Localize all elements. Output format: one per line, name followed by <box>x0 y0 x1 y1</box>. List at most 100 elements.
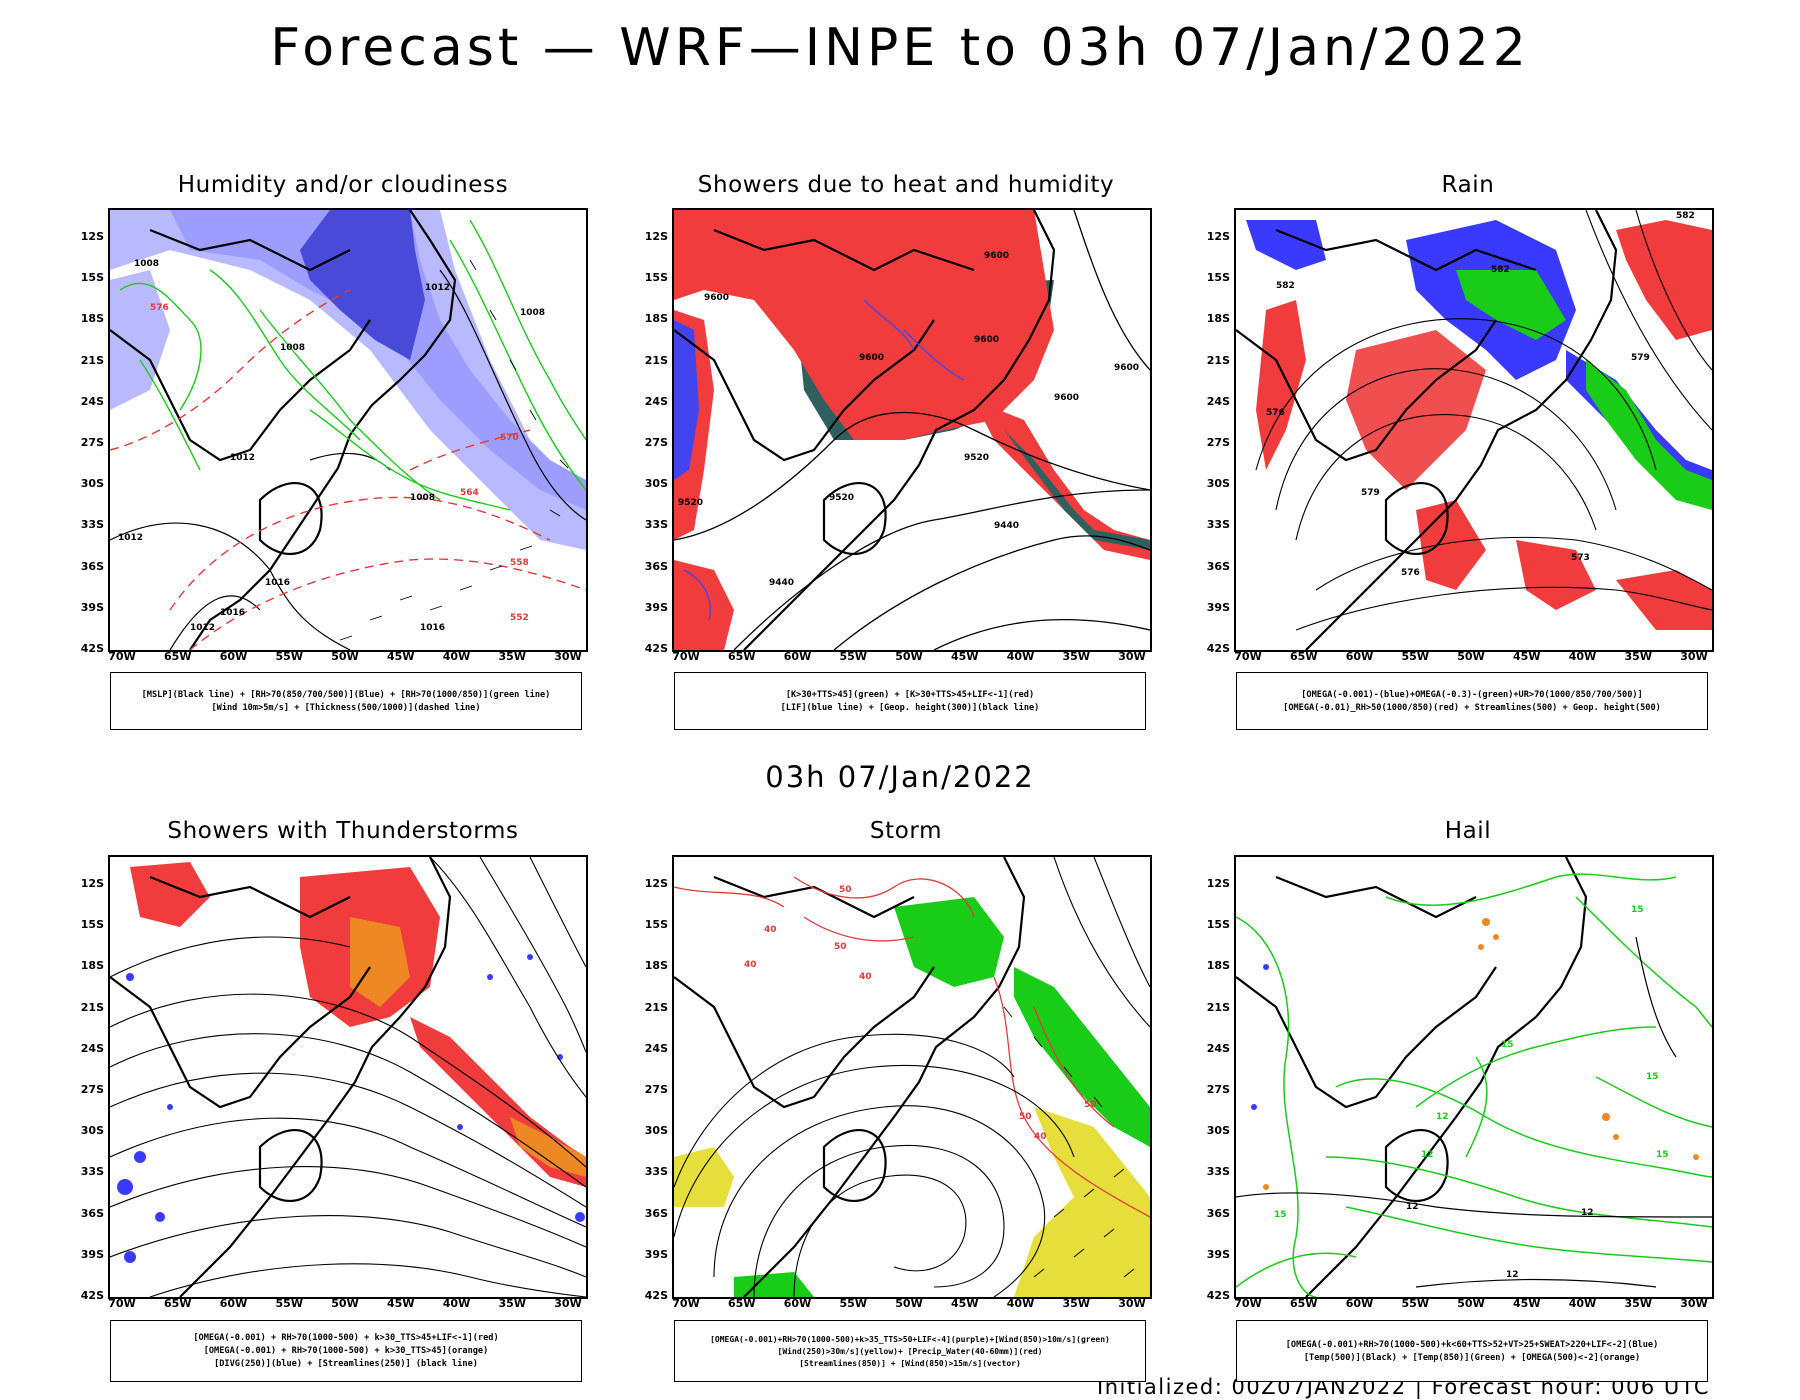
longitude-tick-label: 60W <box>783 1297 812 1310</box>
storm-map: 50 40 50 40 50 40 50 40 <box>672 855 1152 1299</box>
thunderstorms-map-graphics <box>110 857 586 1297</box>
panel-title-hail: Hail <box>1444 818 1492 844</box>
rain-legend: [OMEGA(-0.001)-(blue)+OMEGA(-0.3)-(green… <box>1236 672 1708 730</box>
longitude-tick-label: 35W <box>1062 650 1090 663</box>
geopotential-300-lines <box>674 210 1150 650</box>
svg-text:576: 576 <box>1401 568 1420 578</box>
longitude-tick-label: 35W <box>498 1297 526 1310</box>
longitude-tick-label: 30W <box>1680 650 1708 663</box>
isobar-label: 1012 <box>230 453 255 463</box>
latitude-tick-label: 15S <box>1206 271 1230 285</box>
forecast-time-subtitle: 03h 07/Jan/2022 <box>765 760 1035 794</box>
isobar-label: 1008 <box>520 308 545 318</box>
svg-text:12: 12 <box>1436 1112 1449 1122</box>
showers-heat-map: 9600 9600 9600 9600 9600 9600 9520 9520 … <box>672 208 1152 652</box>
latitude-tick-label: 36S <box>80 1206 104 1220</box>
latitude-tick-label: 18S <box>80 959 104 973</box>
latitude-tick-label: 39S <box>80 600 104 614</box>
longitude-tick-label: 30W <box>554 650 582 663</box>
wind850-green-area <box>1014 967 1150 1147</box>
legend-line: [OMEGA(-0.001)-(blue)+OMEGA(-0.3)-(green… <box>1301 689 1643 700</box>
longitude-tick-label: 40W <box>1006 650 1035 663</box>
legend-line: [MSLP](Black line) + [RH>70(850/700/500)… <box>141 689 551 700</box>
svg-text:9600: 9600 <box>984 251 1009 261</box>
latitude-tick-label: 42S <box>644 642 668 655</box>
latitude-tick-label: 21S <box>1206 353 1230 367</box>
legend-line: [K>30+TTS>45](green) + [K>30+TTS>45+LIF<… <box>785 689 1035 700</box>
rh-red-area <box>1616 570 1712 630</box>
latitude-tick-label: 42S <box>80 1289 104 1302</box>
latitude-tick-label: 33S <box>80 518 104 532</box>
streamlines-500 <box>1255 210 1712 631</box>
svg-text:582: 582 <box>1491 265 1510 275</box>
longitude-tick-label: 55W <box>839 650 867 663</box>
latitude-tick-label: 30S <box>644 1124 668 1138</box>
svg-text:9600: 9600 <box>859 353 884 363</box>
latitude-tick-label: 39S <box>1206 1247 1230 1261</box>
latitude-tick-label: 42S <box>644 1289 668 1302</box>
svg-text:12: 12 <box>1406 1202 1419 1212</box>
longitude-tick-label: 50W <box>895 1297 923 1310</box>
latitude-tick-label: 27S <box>644 436 668 449</box>
longitude-tick-label: 50W <box>1457 1297 1485 1310</box>
latitude-tick-label: 42S <box>80 642 104 655</box>
legend-line: [LIF](blue line) + [Geop. height(300)](b… <box>780 702 1040 713</box>
streamlines-250 <box>110 857 586 1297</box>
legend-line: [DIVG(250)](blue) + [Streamlines(250)] (… <box>214 1359 478 1369</box>
thunderstorms-legend: [OMEGA(-0.001) + RH>70(1000-500) + k>30_… <box>110 1320 582 1382</box>
svg-text:40: 40 <box>1034 1132 1047 1142</box>
teal-area-east <box>1004 430 1150 550</box>
latitude-tick-label: 21S <box>644 353 668 367</box>
latitude-tick-label: 12S <box>1206 877 1230 890</box>
precip-water-red-contours <box>674 876 1150 1218</box>
isobar-label: 1016 <box>265 578 290 588</box>
latitude-tick-label: 18S <box>644 312 668 326</box>
isobar-label: 1012 <box>118 533 143 543</box>
svg-text:15: 15 <box>1274 1210 1287 1220</box>
latitude-tick-label: 30S <box>1206 477 1230 491</box>
svg-text:15: 15 <box>1631 905 1644 915</box>
wind850-green-area <box>894 897 1004 987</box>
latitude-tick-label: 33S <box>1206 518 1230 532</box>
thickness-label: 552 <box>510 613 529 623</box>
svg-text:50: 50 <box>839 885 852 895</box>
latitude-tick-label: 12S <box>80 230 104 243</box>
legend-line: [Wind 10m>5m/s] + [Thickness(500/1000)](… <box>211 702 481 713</box>
svg-text:9600: 9600 <box>974 335 999 345</box>
streamlines-850 <box>674 857 1150 1297</box>
isobar-label: 1016 <box>220 608 245 618</box>
jet-yellow-area <box>674 1147 734 1207</box>
latitude-tick-label: 42S <box>1206 1289 1230 1302</box>
svg-text:9520: 9520 <box>829 493 854 503</box>
longitude-tick-label: 60W <box>783 650 812 663</box>
lif-blue-lines <box>683 299 965 621</box>
svg-text:50: 50 <box>834 942 847 952</box>
latitude-tick-label: 18S <box>80 312 104 326</box>
longitude-tick-label: 60W <box>219 650 248 663</box>
legend-line: [OMEGA(-0.001) + RH>70(1000-500) + k>30_… <box>193 1333 499 1343</box>
latitude-tick-label: 33S <box>1206 1165 1230 1179</box>
latitude-tick-label: 33S <box>80 1165 104 1179</box>
svg-text:12: 12 <box>1506 1270 1519 1280</box>
svg-text:9520: 9520 <box>964 453 989 463</box>
latitude-tick-label: 30S <box>1206 1124 1230 1138</box>
latitude-tick-label: 21S <box>80 353 104 367</box>
hail-legend: [OMEGA(-0.001)+RH>70(1000-500)+k<60+TTS>… <box>1236 1320 1708 1382</box>
latitude-tick-label: 36S <box>644 559 668 573</box>
hail-map: 15 15 12 12 12 12 15 12 15 15 <box>1234 855 1714 1299</box>
longitude-tick-label: 70W <box>1234 650 1262 663</box>
omega-green-area <box>1586 360 1712 510</box>
longitude-tick-label: 60W <box>1345 650 1374 663</box>
rain-map: 582 582 579 576 573 582 579 576 <box>1234 208 1714 652</box>
longitude-tick-label: 30W <box>1118 650 1146 663</box>
storm-map-graphics: 50 40 50 40 50 40 50 40 <box>674 857 1150 1297</box>
latitude-tick-label: 36S <box>644 1206 668 1220</box>
wind-vectors <box>339 259 569 641</box>
longitude-tick-label: 65W <box>1290 1297 1318 1310</box>
svg-text:15: 15 <box>1656 1150 1669 1160</box>
legend-line: [Temp(500)](Black) + [Temp(850)](Green) … <box>1303 1352 1641 1363</box>
svg-text:9600: 9600 <box>1114 363 1139 373</box>
coastline <box>1236 857 1588 1297</box>
temp850-green-contours <box>1236 873 1712 1297</box>
omega-red-area <box>130 862 210 927</box>
